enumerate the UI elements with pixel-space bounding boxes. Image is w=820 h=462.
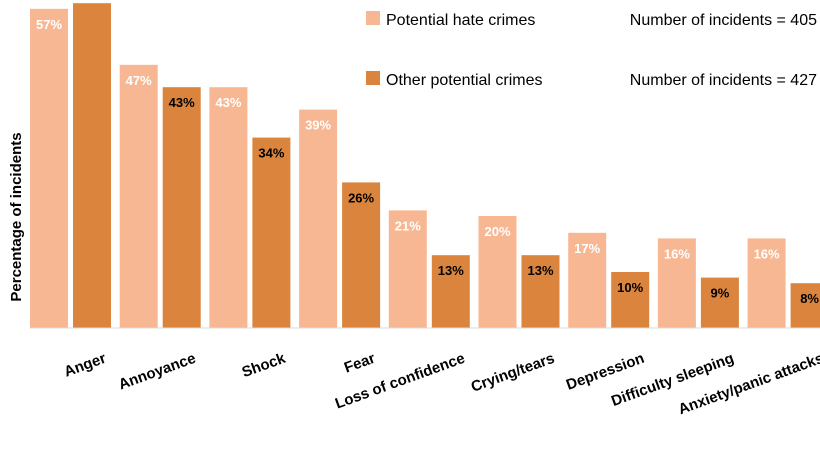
bar-other-0 bbox=[73, 3, 111, 328]
legend-swatch-0 bbox=[366, 11, 380, 25]
data-label-hate-2: 43% bbox=[215, 95, 241, 110]
legend-note-0: Number of incidents = 405 bbox=[630, 12, 817, 29]
category-label-0: Anger bbox=[62, 350, 109, 381]
bar-hate-0 bbox=[30, 8, 68, 329]
legend-swatch-1 bbox=[366, 71, 380, 85]
data-label-other-5: 13% bbox=[527, 263, 553, 278]
bar-other-4 bbox=[431, 255, 470, 328]
data-label-other-1: 43% bbox=[169, 95, 195, 110]
legend-note-1: Number of incidents = 427 bbox=[630, 72, 817, 89]
legend-label-1: Other potential crimes bbox=[386, 72, 543, 89]
category-label-8: Anxiety/panic attacks bbox=[676, 350, 820, 418]
bar-hate-4 bbox=[388, 210, 427, 328]
data-label-other-8: 8% bbox=[800, 291, 819, 306]
data-label-hate-3: 39% bbox=[305, 118, 331, 133]
bar-other-2 bbox=[252, 137, 291, 328]
data-label-hate-6: 17% bbox=[574, 241, 600, 256]
bars-group: 57% 47% 43% 43% 34% 39% 26% 21% 13% 20% 13% 17% 10% 1… bbox=[30, 3, 820, 329]
bar-other-5 bbox=[521, 255, 560, 328]
bar-hate-8 bbox=[747, 238, 786, 328]
legend: Potential hate crimes Number of incidents… bbox=[366, 11, 817, 89]
category-label-1: Annoyance bbox=[116, 350, 198, 394]
legend-label-0: Potential hate crimes bbox=[386, 12, 535, 29]
bar-hate-6 bbox=[568, 232, 607, 328]
data-label-hate-4: 21% bbox=[395, 218, 421, 233]
bar-hate-3 bbox=[299, 109, 338, 328]
data-label-other-3: 26% bbox=[348, 190, 374, 205]
category-label-3: Fear bbox=[342, 350, 378, 377]
data-label-other-4: 13% bbox=[438, 263, 464, 278]
data-label-hate-8: 16% bbox=[754, 246, 780, 261]
data-label-other-7: 9% bbox=[711, 286, 730, 301]
bar-hate-1 bbox=[119, 64, 158, 329]
bar-other-6 bbox=[611, 272, 650, 328]
bar-other-8 bbox=[790, 283, 820, 328]
data-label-hate-7: 16% bbox=[664, 246, 690, 261]
data-label-hate-1: 47% bbox=[126, 73, 152, 88]
data-label-hate-5: 20% bbox=[484, 224, 510, 239]
bar-other-3 bbox=[342, 182, 381, 328]
bar-other-1 bbox=[162, 87, 201, 328]
category-label-2: Shock bbox=[240, 350, 289, 382]
bar-hate-2 bbox=[209, 87, 248, 328]
data-label-hate-0: 57% bbox=[36, 17, 62, 32]
y-axis-label: Percentage of incidents bbox=[8, 132, 25, 301]
data-label-other-2: 34% bbox=[258, 146, 284, 161]
category-label-5: Crying/tears bbox=[469, 350, 557, 396]
bar-hate-7 bbox=[657, 238, 696, 328]
data-label-other-6: 10% bbox=[617, 280, 643, 295]
bar-hate-5 bbox=[478, 216, 517, 328]
bar-other-7 bbox=[700, 277, 739, 328]
